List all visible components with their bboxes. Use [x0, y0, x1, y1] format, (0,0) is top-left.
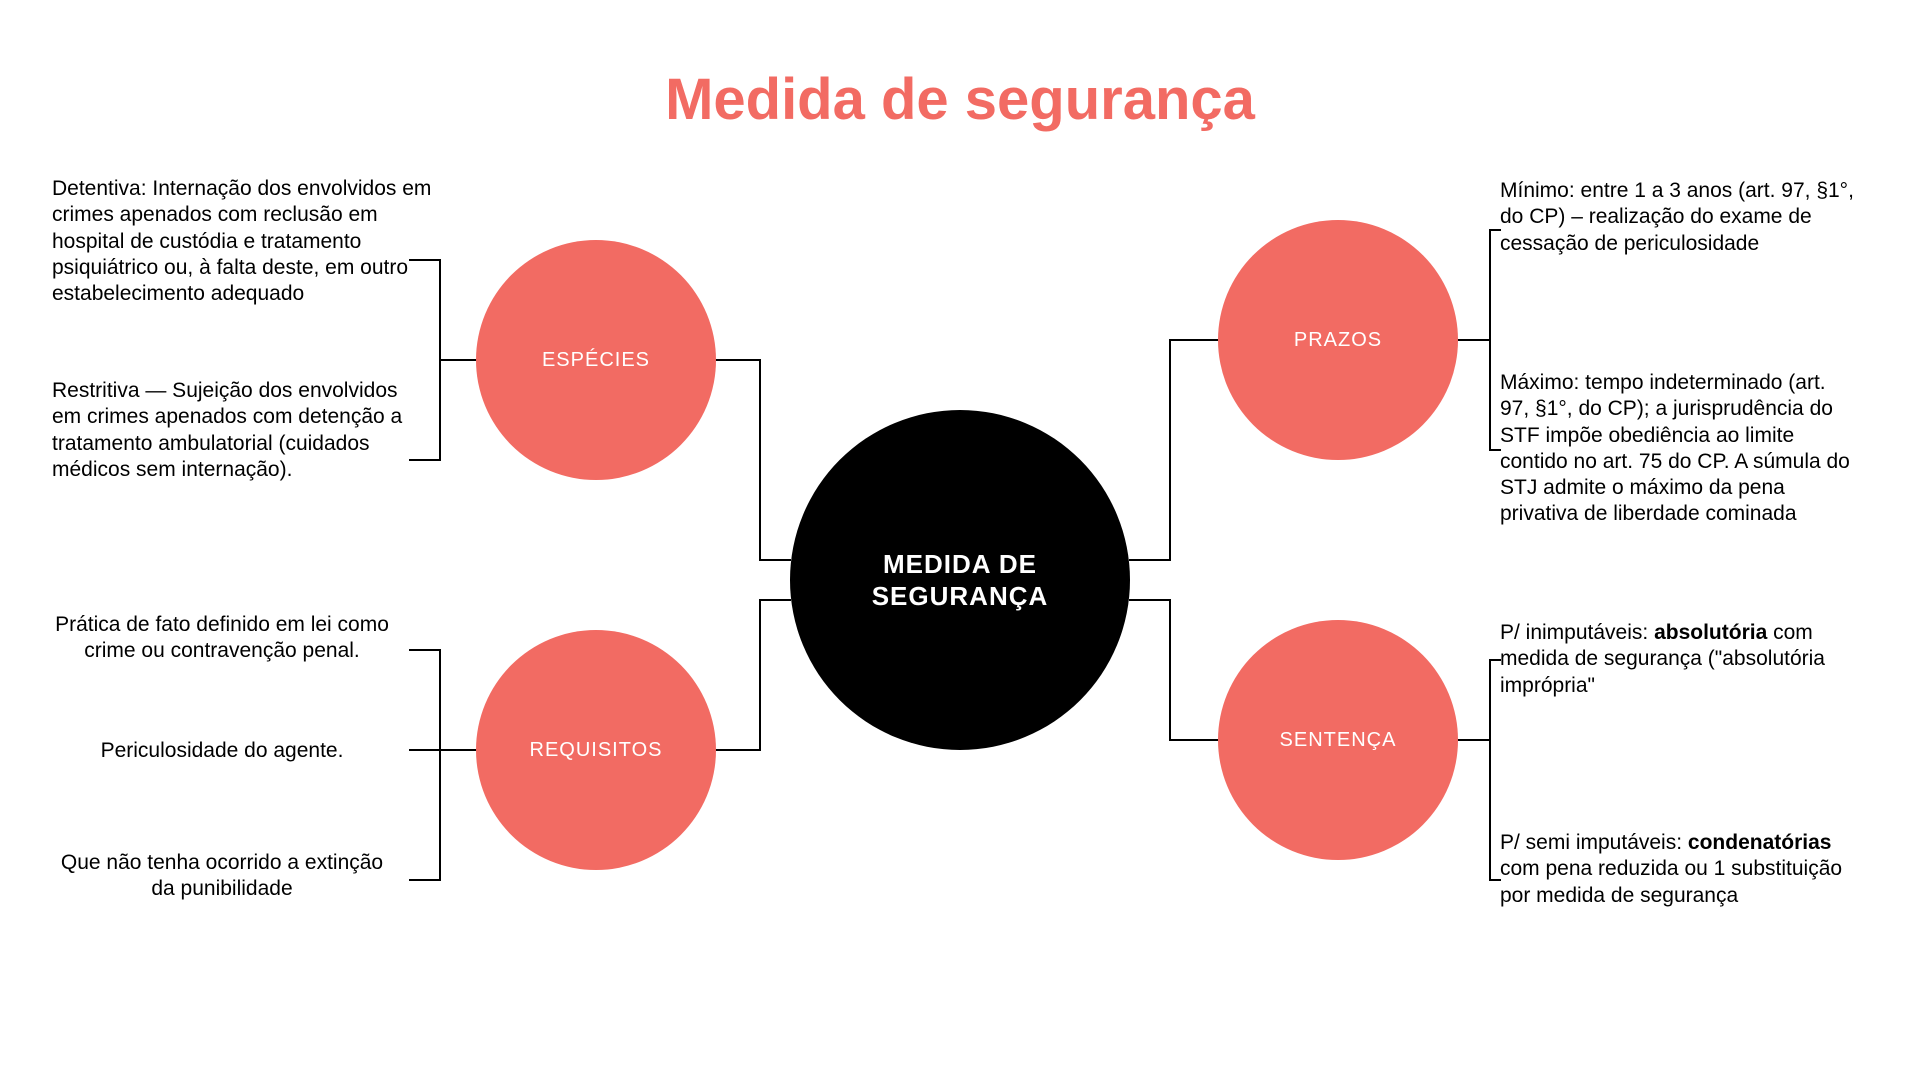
diagram-stage: Medida de segurança MEDIDA DESEGURANÇA E…: [0, 0, 1920, 1080]
node-label-requisitos: REQUISITOS: [530, 738, 663, 763]
node-label-sentenca: SENTENÇA: [1280, 728, 1397, 753]
node-requisitos: REQUISITOS: [476, 630, 716, 870]
text-req2: Periculosidade do agente.: [52, 738, 392, 764]
node-especies: ESPÉCIES: [476, 240, 716, 480]
node-sentenca: SENTENÇA: [1218, 620, 1458, 860]
page-title: Medida de segurança: [0, 66, 1920, 133]
text-req1: Prática de fato definido em lei como cri…: [52, 612, 392, 665]
text-prz2: Máximo: tempo indeterminado (art. 97, §1…: [1500, 370, 1860, 528]
center-node: MEDIDA DESEGURANÇA: [790, 410, 1130, 750]
text-req3: Que não tenha ocorrido a extinção da pun…: [52, 850, 392, 903]
text-sen2: P/ semi imputáveis: condenatórias com pe…: [1500, 830, 1860, 909]
node-prazos: PRAZOS: [1218, 220, 1458, 460]
text-prz1: Mínimo: entre 1 a 3 anos (art. 97, §1°, …: [1500, 178, 1860, 257]
center-node-label: MEDIDA DESEGURANÇA: [872, 548, 1049, 613]
text-esp2: Restritiva — Sujeição dos envolvidos em …: [52, 378, 432, 483]
text-esp1: Detentiva: Internação dos envolvidos em …: [52, 176, 432, 307]
node-label-prazos: PRAZOS: [1294, 328, 1382, 353]
text-sen1: P/ inimputáveis: absolutória com medida …: [1500, 620, 1860, 699]
node-label-especies: ESPÉCIES: [542, 348, 650, 373]
